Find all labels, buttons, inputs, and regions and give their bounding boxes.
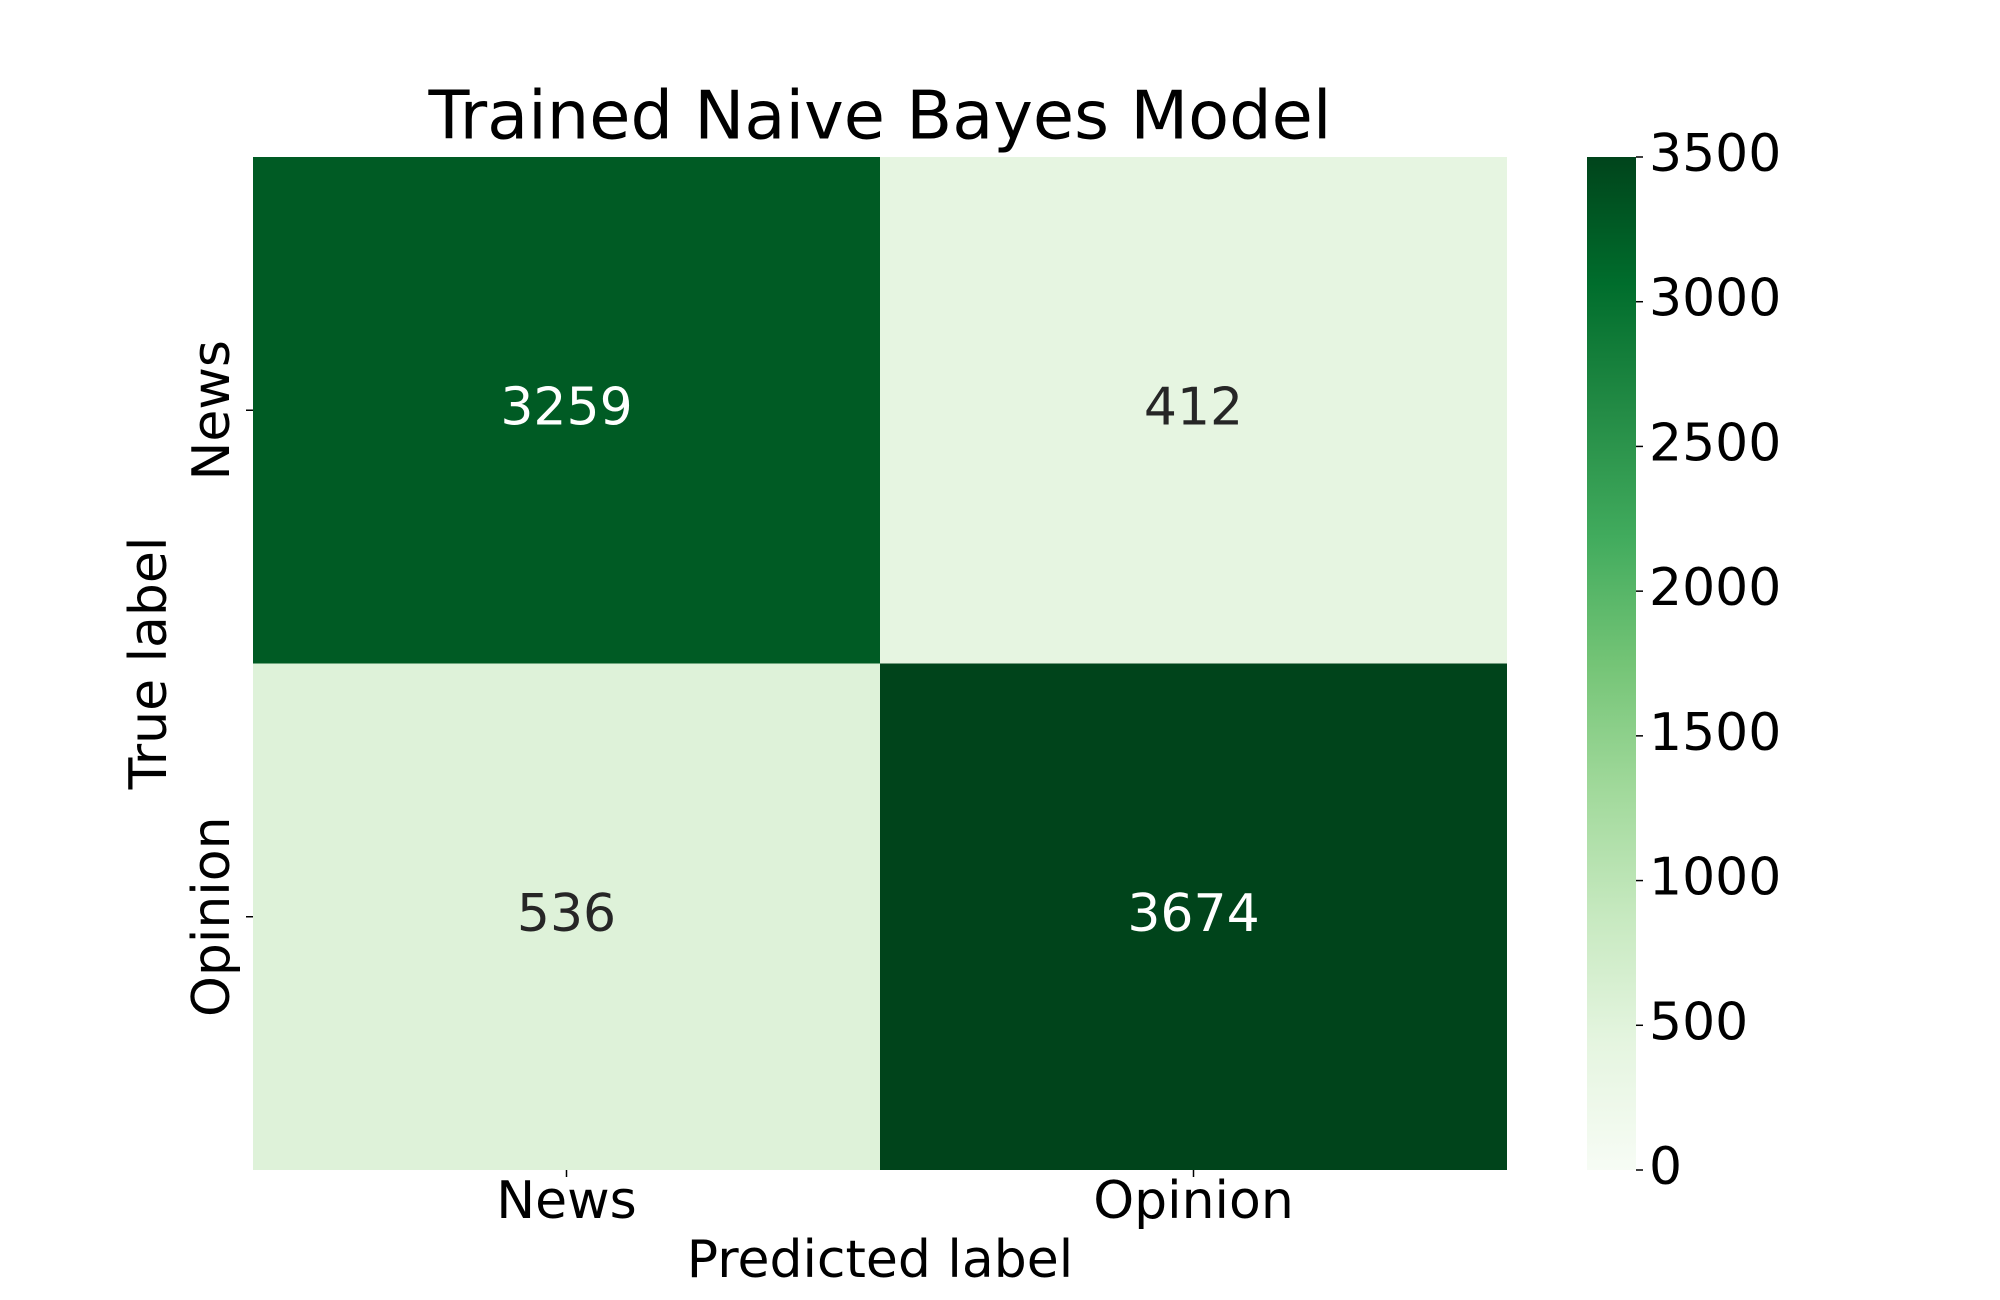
cell-value-label: 3674 <box>1127 884 1259 944</box>
colorbar-tick-label: 3500 <box>1649 124 1781 184</box>
cell-value-label: 3259 <box>500 377 632 437</box>
chart-title: Trained Naive Bayes Model <box>427 77 1331 155</box>
colorbar <box>1587 157 1636 1170</box>
y-tick-label: Opinion <box>182 816 242 1017</box>
colorbar-tick-label: 2500 <box>1649 413 1781 473</box>
colorbar-tick-label: 1500 <box>1649 703 1781 763</box>
y-axis-label: True label <box>119 537 179 791</box>
colorbar-tick-label: 2000 <box>1649 558 1781 618</box>
colorbar-tick-label: 0 <box>1649 1137 1682 1197</box>
heatmap-cell <box>880 663 1507 1170</box>
x-tick-label: News <box>496 1171 637 1231</box>
colorbar-tick-label: 500 <box>1649 992 1748 1052</box>
colorbar-tick-label: 3000 <box>1649 269 1781 329</box>
colorbar-tick-label: 1000 <box>1649 848 1781 908</box>
heatmap-cell <box>253 663 880 1170</box>
heatmap-cell <box>253 157 880 664</box>
x-tick-label: Opinion <box>1093 1171 1294 1231</box>
y-tick-label: News <box>182 340 242 481</box>
cell-value-label: 412 <box>1144 377 1243 437</box>
x-axis-label: Predicted label <box>687 1230 1073 1290</box>
cell-value-label: 536 <box>517 884 616 944</box>
heatmap-cell <box>880 157 1507 664</box>
